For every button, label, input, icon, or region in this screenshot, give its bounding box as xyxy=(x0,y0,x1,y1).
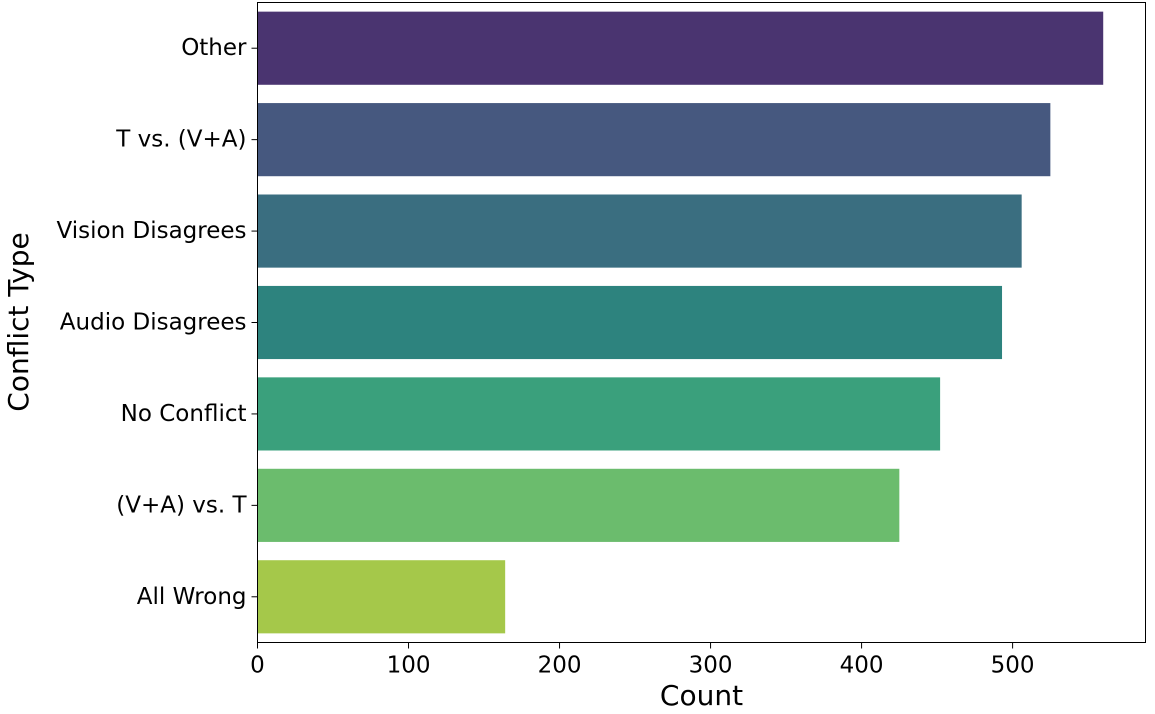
y-tick-label: All Wrong xyxy=(137,584,247,610)
y-axis-label: Conflict Type xyxy=(2,232,35,411)
y-tick-label: T vs. (V+A) xyxy=(115,127,246,153)
y-tick-label: Other xyxy=(181,35,247,61)
bars-layer xyxy=(257,11,1104,634)
x-tick-label: 200 xyxy=(538,653,582,679)
bar-all-wrong xyxy=(257,560,506,634)
bar-v-a-vs-t xyxy=(257,468,900,542)
y-tick-label: No Conflict xyxy=(121,401,247,427)
x-tick-label: 100 xyxy=(387,653,431,679)
bar-no-conflict xyxy=(257,377,941,451)
bar-audio-disagrees xyxy=(257,285,1003,360)
y-tick-label: Audio Disagrees xyxy=(60,310,247,336)
x-tick-label: 400 xyxy=(840,653,884,679)
y-tick-label: (V+A) vs. T xyxy=(116,492,247,518)
x-tick-label: 300 xyxy=(689,653,733,679)
y-axis: Other T vs. (V+A) Vision Disagrees Audio Di… xyxy=(57,35,258,610)
bar-other xyxy=(257,11,1104,85)
bar-vision-disagrees xyxy=(257,194,1022,268)
x-axis: 0 100 200 300 400 500 xyxy=(250,642,1035,679)
bar-t-vs-v-a xyxy=(257,103,1051,177)
x-axis-label: Count xyxy=(660,679,743,710)
x-tick-label: 500 xyxy=(991,653,1035,679)
x-tick-label: 0 xyxy=(250,653,265,679)
y-tick-label: Vision Disagrees xyxy=(57,218,247,244)
